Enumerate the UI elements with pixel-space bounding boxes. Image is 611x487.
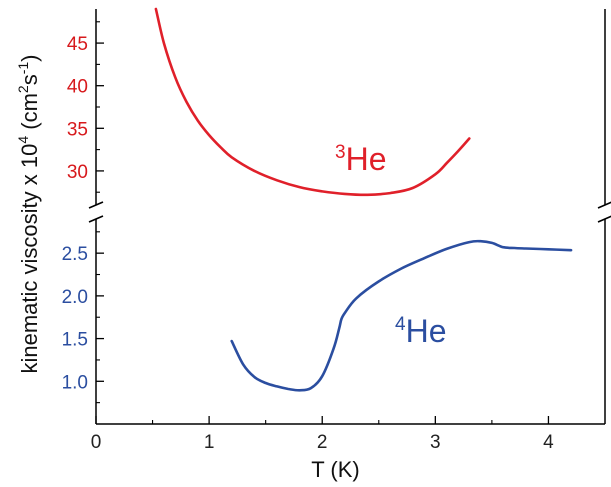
x-tick-label: 1 [204,432,215,453]
axis-break-marks [88,201,611,223]
y-axis-title-part: ) [17,55,42,62]
x-tick-label: 3 [430,432,441,453]
y-tick-label-upper: 30 [67,162,88,183]
axes [95,9,606,425]
break-mark-left [88,215,104,223]
x-tick-label: 4 [543,432,554,453]
y-axis-title: kinematic viscosity x 104 (cm2s-1) [15,55,42,374]
series-line-3he [154,7,471,197]
y-tick-label-lower: 2.0 [62,287,88,308]
y-tick-label-upper: 45 [67,34,88,55]
series-label-4he: 4He [395,313,446,349]
break-mark-right [597,201,611,209]
y-axis-title-part: 4 [15,136,31,144]
break-mark-left [88,201,104,209]
series-label-3he: 3He [335,141,386,177]
y-tick-label-upper: 35 [67,119,88,140]
y-tick-label-upper: 40 [67,77,88,98]
y-axis-title-part: 2 [15,85,31,93]
series-lines [154,7,573,392]
series-label-element: He [346,141,387,177]
break-mark-right [597,215,611,223]
series-label-isotope: 3 [335,142,346,163]
x-tick-label: 0 [91,432,102,453]
y-axis-title-part: -1 [15,62,31,75]
x-axis-title: T (K) [311,457,359,482]
series-label-isotope: 4 [395,314,406,335]
y-tick-label-lower: 2.5 [62,244,88,265]
y-tick-label-lower: 1.0 [62,372,88,393]
y-axis-title-part: s [17,74,42,85]
y-axis-title-part: kinematic viscosity x 10 [17,144,42,374]
y-axis-title-part: (cm [17,93,42,136]
series-line-4he [230,239,573,392]
series-label-element: He [406,313,447,349]
x-tick-label: 2 [317,432,328,453]
y-tick-label-lower: 1.5 [62,330,88,351]
